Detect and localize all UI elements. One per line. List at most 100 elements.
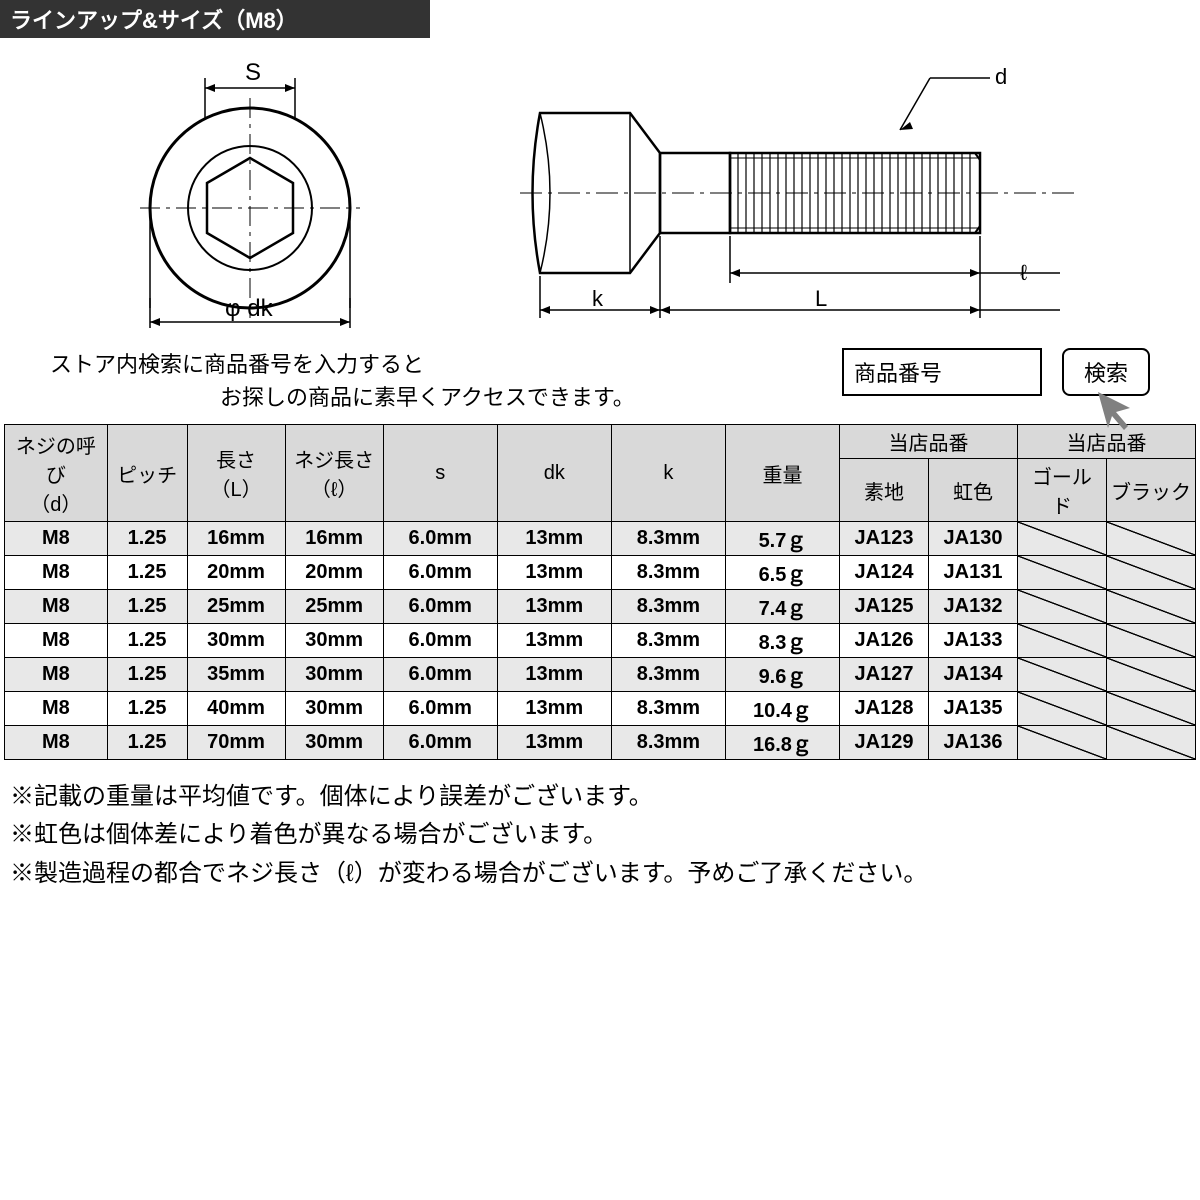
- cell-gold: [1017, 556, 1106, 590]
- cell-L: 40mm: [187, 692, 285, 726]
- cell-p2: JA136: [928, 726, 1017, 760]
- cell-k: 8.3mm: [611, 726, 725, 760]
- cell-l: 30mm: [285, 726, 383, 760]
- table-row: M81.2530mm30mm6.0mm13mm8.3mm8.3ｇJA126JA1…: [5, 624, 1196, 658]
- th-k: k: [611, 425, 725, 522]
- th-gold: ゴールド: [1017, 459, 1106, 522]
- cell-black: [1106, 556, 1195, 590]
- spec-table: ネジの呼び（d） ピッチ 長さ（L） ネジ長さ（ℓ） s dk k 重量 当店品…: [4, 424, 1196, 760]
- cell-gold: [1017, 624, 1106, 658]
- cell-p1: JA124: [840, 556, 929, 590]
- label-l: ℓ: [1020, 260, 1028, 285]
- bolt-front-view: S φ dk: [100, 58, 400, 338]
- cell-d: M8: [5, 590, 108, 624]
- cell-l: 16mm: [285, 522, 383, 556]
- cell-k: 8.3mm: [611, 522, 725, 556]
- label-L: L: [815, 286, 827, 311]
- cell-L: 70mm: [187, 726, 285, 760]
- cell-pitch: 1.25: [107, 692, 187, 726]
- cell-w: 6.5ｇ: [725, 556, 839, 590]
- cell-gold: [1017, 522, 1106, 556]
- cell-l: 30mm: [285, 658, 383, 692]
- cell-pitch: 1.25: [107, 726, 187, 760]
- table-row: M81.2535mm30mm6.0mm13mm8.3mm9.6ｇJA127JA1…: [5, 658, 1196, 692]
- cell-p1: JA126: [840, 624, 929, 658]
- cell-dk: 13mm: [497, 726, 611, 760]
- cell-d: M8: [5, 522, 108, 556]
- cell-gold: [1017, 726, 1106, 760]
- cell-dk: 13mm: [497, 658, 611, 692]
- cell-dk: 13mm: [497, 590, 611, 624]
- cell-w: 8.3ｇ: [725, 624, 839, 658]
- th-pitch: ピッチ: [107, 425, 187, 522]
- cell-black: [1106, 522, 1195, 556]
- technical-diagram: S φ dk d: [0, 38, 1200, 348]
- cell-p1: JA123: [840, 522, 929, 556]
- th-d: ネジの呼び（d）: [5, 425, 108, 522]
- table-row: M81.2540mm30mm6.0mm13mm8.3mm10.4ｇJA128JA…: [5, 692, 1196, 726]
- cell-d: M8: [5, 658, 108, 692]
- table-row: M81.2525mm25mm6.0mm13mm8.3mm7.4ｇJA125JA1…: [5, 590, 1196, 624]
- cell-p2: JA131: [928, 556, 1017, 590]
- cell-w: 7.4ｇ: [725, 590, 839, 624]
- cell-p1: JA128: [840, 692, 929, 726]
- table-row: M81.2570mm30mm6.0mm13mm8.3mm16.8ｇJA129JA…: [5, 726, 1196, 760]
- label-k: k: [592, 286, 604, 311]
- cell-black: [1106, 726, 1195, 760]
- cell-l: 20mm: [285, 556, 383, 590]
- cell-w: 16.8ｇ: [725, 726, 839, 760]
- cell-gold: [1017, 590, 1106, 624]
- label-S: S: [245, 59, 261, 86]
- search-hint: ストア内検索に商品番号を入力すると お探しの商品に素早くアクセスできます。: [50, 348, 635, 414]
- cell-pitch: 1.25: [107, 522, 187, 556]
- cell-L: 30mm: [187, 624, 285, 658]
- cell-black: [1106, 658, 1195, 692]
- cell-black: [1106, 590, 1195, 624]
- cell-s: 6.0mm: [383, 590, 497, 624]
- cell-pitch: 1.25: [107, 624, 187, 658]
- table-row: M81.2520mm20mm6.0mm13mm8.3mm6.5ｇJA124JA1…: [5, 556, 1196, 590]
- cell-l: 25mm: [285, 590, 383, 624]
- cell-l: 30mm: [285, 692, 383, 726]
- th-plain: 素地: [840, 459, 929, 522]
- cell-k: 8.3mm: [611, 624, 725, 658]
- th-l: ネジ長さ（ℓ）: [285, 425, 383, 522]
- cell-p2: JA130: [928, 522, 1017, 556]
- cell-d: M8: [5, 624, 108, 658]
- cell-L: 20mm: [187, 556, 285, 590]
- cell-k: 8.3mm: [611, 556, 725, 590]
- cell-p1: JA129: [840, 726, 929, 760]
- cell-l: 30mm: [285, 624, 383, 658]
- cell-p2: JA135: [928, 692, 1017, 726]
- cell-p2: JA134: [928, 658, 1017, 692]
- cell-p1: JA127: [840, 658, 929, 692]
- page-title: ラインアップ&サイズ（M8）: [0, 0, 430, 38]
- th-dk: dk: [497, 425, 611, 522]
- cell-L: 25mm: [187, 590, 285, 624]
- cell-k: 8.3mm: [611, 658, 725, 692]
- cell-w: 5.7ｇ: [725, 522, 839, 556]
- cell-pitch: 1.25: [107, 590, 187, 624]
- cursor-icon: [1090, 384, 1140, 434]
- cell-p2: JA133: [928, 624, 1017, 658]
- search-input[interactable]: 商品番号: [842, 348, 1042, 396]
- cell-s: 6.0mm: [383, 658, 497, 692]
- cell-L: 35mm: [187, 658, 285, 692]
- th-s: s: [383, 425, 497, 522]
- th-partno1: 当店品番: [840, 425, 1018, 459]
- cell-dk: 13mm: [497, 556, 611, 590]
- cell-black: [1106, 692, 1195, 726]
- th-weight: 重量: [725, 425, 839, 522]
- bolt-side-view: d: [520, 58, 1100, 338]
- cell-dk: 13mm: [497, 624, 611, 658]
- label-d: d: [995, 64, 1007, 89]
- table-row: M81.2516mm16mm6.0mm13mm8.3mm5.7ｇJA123JA1…: [5, 522, 1196, 556]
- cell-s: 6.0mm: [383, 624, 497, 658]
- cell-d: M8: [5, 692, 108, 726]
- cell-p2: JA132: [928, 590, 1017, 624]
- cell-s: 6.0mm: [383, 726, 497, 760]
- cell-dk: 13mm: [497, 522, 611, 556]
- cell-d: M8: [5, 556, 108, 590]
- cell-pitch: 1.25: [107, 658, 187, 692]
- footnotes: ※記載の重量は平均値です。個体により誤差がございます。 ※虹色は個体差により着色…: [0, 760, 1200, 911]
